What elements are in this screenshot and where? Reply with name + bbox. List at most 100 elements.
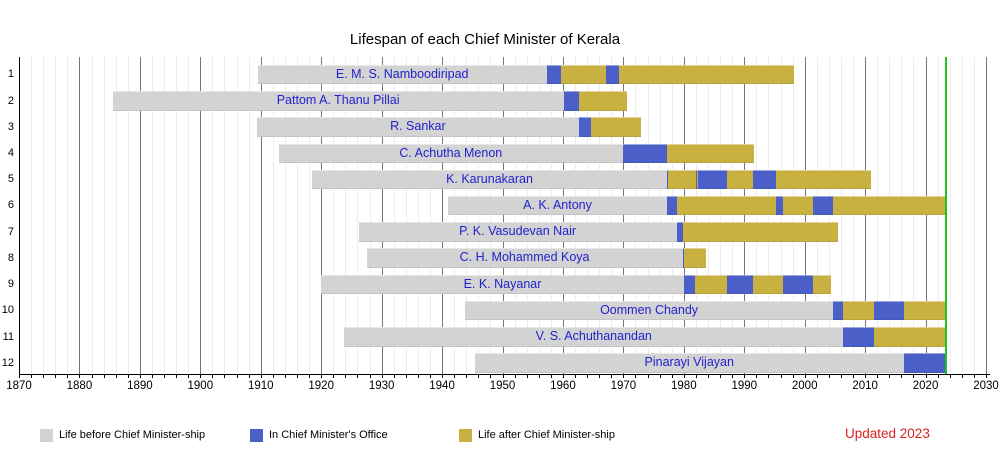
legend-item-office: In Chief Minister's Office [250, 428, 388, 442]
x-axis-tick [792, 374, 794, 378]
gridline-minor [720, 57, 722, 374]
x-axis-tick-label: 2000 [791, 380, 818, 392]
gridline-minor [478, 57, 480, 374]
lifespan-bar-segment-office [698, 169, 728, 190]
x-axis-tick [840, 374, 842, 378]
lifespan-bar-segment-office [563, 91, 580, 111]
x-axis-tick [562, 374, 564, 378]
gridline-minor [901, 57, 903, 374]
lifespan-bar-segment-after [697, 169, 699, 190]
lifespan-bar-segment-after [782, 195, 814, 216]
x-axis-tick [986, 374, 987, 378]
gridline-major [139, 57, 141, 374]
x-axis-tick [272, 374, 274, 378]
gridline-minor [913, 57, 915, 374]
x-axis-tick [671, 374, 673, 378]
x-axis-tick [707, 374, 709, 378]
lifespan-bar-segment-office [676, 222, 683, 242]
gridline-major [442, 57, 444, 374]
row-number: 9 [7, 278, 14, 291]
x-axis-tick-label: 1980 [671, 380, 697, 392]
lifespan-bar-segment-after [813, 274, 832, 295]
gridline-minor [43, 57, 45, 374]
cm-name-label: Oommen Chandy [600, 302, 699, 317]
gridline-minor [587, 57, 589, 374]
row-number: 7 [7, 225, 14, 238]
lifespan-bar-segment-office [843, 327, 874, 347]
x-axis-tick-label: 1950 [489, 380, 516, 392]
x-axis-tick [490, 374, 492, 378]
gridline-minor [67, 57, 69, 374]
gridline-minor [575, 57, 577, 374]
gridline-minor [611, 57, 613, 374]
chart-title: Lifespan of each Chief Minister of Keral… [349, 31, 621, 48]
gridline-major [925, 57, 927, 374]
x-axis-tick [297, 374, 298, 378]
gridline-minor [973, 57, 975, 374]
lifespan-bar-segment-after [676, 195, 776, 216]
row-number: 2 [7, 94, 14, 107]
x-axis-tick [260, 374, 262, 378]
cm-name-label: A. K. Antony [523, 197, 592, 212]
gridline-minor [115, 57, 117, 374]
lifespan-bar-segment-office [727, 274, 754, 295]
lifespan-bar-segment-before [366, 248, 683, 268]
gridline-minor [55, 57, 57, 374]
current-year-line [944, 57, 947, 374]
x-axis-tick [538, 374, 540, 378]
gridline-minor [417, 57, 419, 374]
x-axis-tick [889, 374, 891, 378]
x-axis-tick [248, 374, 250, 378]
x-axis-tick [454, 374, 456, 378]
gridline-minor [333, 57, 335, 374]
x-axis-tick [151, 374, 153, 378]
gridline-major [804, 57, 806, 374]
gridline-minor [236, 57, 238, 374]
x-axis-tick [659, 374, 661, 378]
x-axis-tick [466, 374, 468, 378]
x-axis-tick [804, 374, 806, 378]
x-axis-tick [925, 374, 927, 378]
x-axis-tick [901, 374, 903, 378]
updated-note: Updated 2023 [845, 426, 930, 441]
lifespan-bar-segment-before [320, 274, 685, 295]
lifespan-bar-segment-after [683, 248, 707, 268]
x-axis-tick-label: 1940 [429, 380, 455, 392]
row-number: 3 [7, 120, 14, 133]
gridline-minor [297, 57, 298, 374]
x-axis-tick [115, 374, 117, 378]
gridline-minor [647, 57, 649, 374]
x-axis-tick [647, 374, 649, 378]
gridline-minor [91, 57, 93, 374]
gridline-minor [635, 57, 637, 374]
gridline-major [744, 57, 746, 374]
x-axis-line [19, 374, 990, 375]
lifespan-bar-segment-after [694, 274, 728, 295]
gridline-major [683, 57, 685, 374]
cm-name-label: Pinarayi Vijayan [644, 355, 734, 370]
row-number: 10 [1, 304, 14, 317]
row-number: 5 [7, 173, 14, 186]
lifespan-bar-segment-office [579, 117, 592, 137]
x-axis-tick [393, 374, 395, 378]
x-axis-tick [816, 374, 818, 378]
gridline-major [502, 57, 504, 374]
gridline-minor [937, 57, 939, 374]
x-axis-tick-label: 1960 [550, 380, 576, 392]
lifespan-bar-segment-after [667, 169, 696, 190]
x-axis-tick [55, 374, 57, 378]
x-axis-tick [961, 374, 963, 378]
x-axis-tick [321, 374, 323, 378]
lifespan-bar-segment-office [903, 353, 946, 373]
x-axis-tick [587, 374, 589, 378]
lifespan-bar-segment-after [579, 91, 627, 111]
x-axis-tick-label: 1900 [187, 380, 214, 392]
x-axis-tick-label: 2010 [852, 380, 878, 392]
x-axis-tick [720, 374, 722, 378]
gridline-minor [659, 57, 661, 374]
x-axis-tick-label: 2020 [912, 380, 939, 392]
gridline-minor [151, 57, 153, 374]
gridline-minor [490, 57, 492, 374]
x-axis-tick [949, 374, 951, 378]
